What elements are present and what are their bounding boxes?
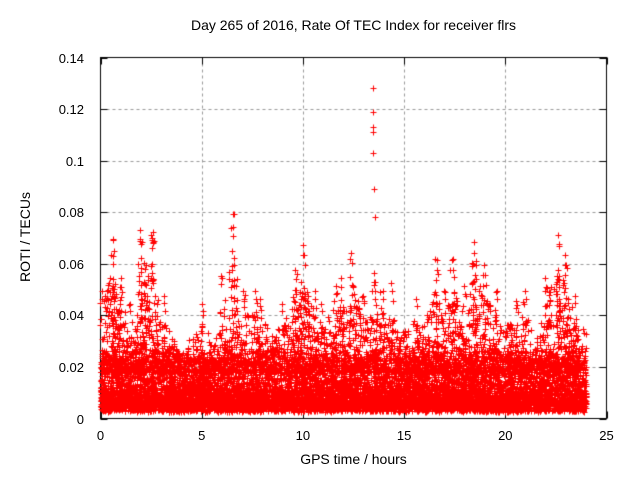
y-tick-label: 0.04	[58, 308, 84, 324]
y-tick-label: 0.06	[58, 256, 84, 272]
y-tick-label: 0	[76, 411, 84, 427]
x-tick-label: 0	[96, 428, 105, 443]
y-axis-label: ROTI / TECUs	[17, 192, 33, 282]
y-tick-label: 0.12	[58, 102, 84, 118]
x-tick-label: 25	[599, 428, 614, 443]
x-tick-label: 20	[498, 428, 513, 443]
x-axis-label: GPS time / hours	[300, 451, 407, 467]
chart-title: Day 265 of 2016, Rate Of TEC Index for r…	[190, 17, 516, 33]
x-tick-label: 5	[198, 428, 206, 443]
y-tick-label: 0.08	[58, 205, 84, 221]
y-tick-label: 0.1	[65, 153, 84, 169]
x-tick-label: 15	[396, 428, 412, 443]
y-tick-label: 0.02	[58, 359, 84, 375]
y-tick-label: 0.14	[58, 50, 84, 66]
x-tick-label: 10	[295, 428, 311, 443]
